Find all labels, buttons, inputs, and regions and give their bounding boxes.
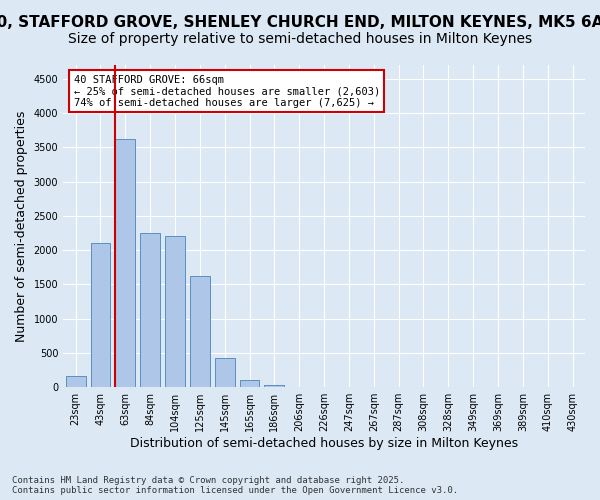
Bar [115, 139, 135, 387]
Text: 40 STAFFORD GROVE: 66sqm
← 25% of semi-detached houses are smaller (2,603)
74% o: 40 STAFFORD GROVE: 66sqm ← 25% of semi-d… [74, 74, 380, 108]
Text: Size of property relative to semi-detached houses in Milton Keynes: Size of property relative to semi-detach… [68, 32, 532, 46]
Text: Contains HM Land Registry data © Crown copyright and database right 2025.
Contai: Contains HM Land Registry data © Crown c… [12, 476, 458, 495]
Bar [165, 236, 185, 387]
Bar [265, 385, 284, 387]
Bar [239, 380, 259, 387]
Bar [190, 276, 210, 387]
Text: 40, STAFFORD GROVE, SHENLEY CHURCH END, MILTON KEYNES, MK5 6AY: 40, STAFFORD GROVE, SHENLEY CHURCH END, … [0, 15, 600, 30]
Bar [91, 243, 110, 387]
Y-axis label: Number of semi-detached properties: Number of semi-detached properties [15, 110, 28, 342]
X-axis label: Distribution of semi-detached houses by size in Milton Keynes: Distribution of semi-detached houses by … [130, 437, 518, 450]
Bar [65, 376, 86, 387]
Bar [215, 358, 235, 387]
Bar [140, 233, 160, 387]
